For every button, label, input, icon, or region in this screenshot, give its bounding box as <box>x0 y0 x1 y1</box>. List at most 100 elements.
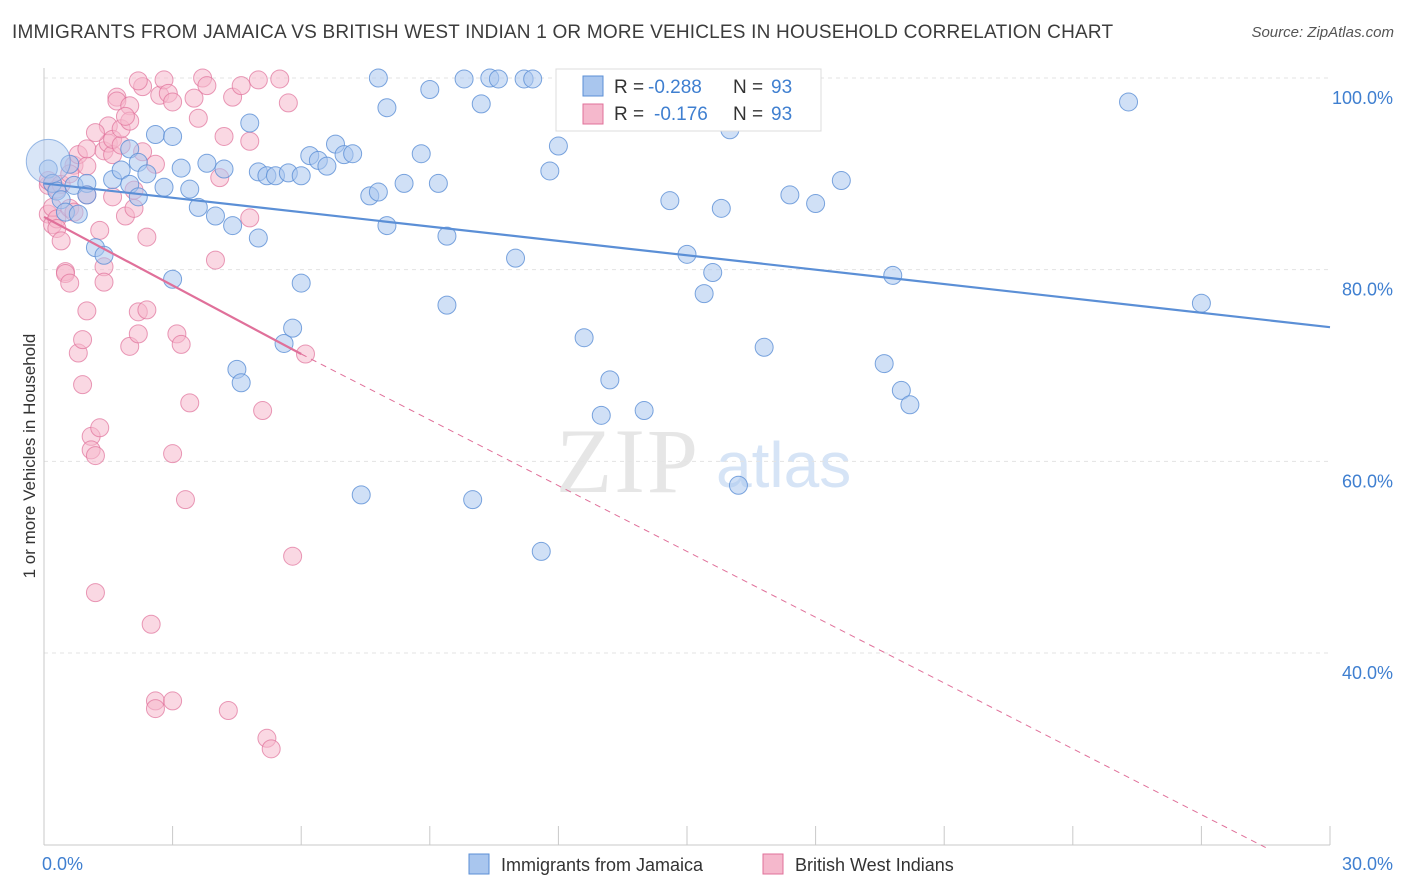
data-point-british-west-indians <box>180 393 200 413</box>
legend-n-value-blue: 93 <box>771 77 792 98</box>
data-point-british-west-indians <box>171 334 191 354</box>
stats-legend: R = -0.288 N = 93 R = -0.176 N = 93 <box>555 68 822 132</box>
data-point-british-west-indians <box>85 123 105 143</box>
data-point-immigrants-from-jamaica <box>540 161 560 181</box>
data-point-immigrants-from-jamaica <box>1119 92 1139 112</box>
data-point-immigrants-from-jamaica <box>660 191 680 211</box>
data-point-british-west-indians <box>270 69 290 89</box>
legend-n-value-pink: 93 <box>771 104 792 125</box>
data-point-immigrants-from-jamaica <box>197 153 217 173</box>
data-point-british-west-indians <box>77 301 97 321</box>
data-point-immigrants-from-jamaica <box>420 80 440 99</box>
data-point-immigrants-from-jamaica <box>188 197 208 217</box>
data-point-immigrants-from-jamaica <box>694 284 714 304</box>
data-point-immigrants-from-jamaica <box>240 113 260 133</box>
data-point-immigrants-from-jamaica <box>634 401 654 421</box>
legend-r-label-blue: R = <box>614 77 644 98</box>
data-point-british-west-indians <box>137 227 157 247</box>
data-point-british-west-indians <box>77 139 97 159</box>
data-point-immigrants-from-jamaica <box>488 69 508 89</box>
data-point-british-west-indians <box>128 71 148 91</box>
data-point-british-west-indians <box>240 131 260 151</box>
data-point-british-west-indians <box>90 418 110 438</box>
data-point-british-west-indians <box>141 614 161 634</box>
data-point-immigrants-from-jamaica <box>548 136 568 156</box>
data-point-immigrants-from-jamaica <box>754 337 774 357</box>
data-point-immigrants-from-jamaica <box>531 541 551 561</box>
data-point-immigrants-from-jamaica <box>463 490 483 510</box>
data-point-immigrants-from-jamaica <box>368 68 388 88</box>
x-tick-label-max: 30.0% <box>1342 854 1393 874</box>
data-point-british-west-indians <box>73 375 93 395</box>
legend-r-value-pink: -0.176 <box>654 104 708 125</box>
legend-n-label-pink: N = <box>733 104 763 125</box>
data-point-british-west-indians <box>214 126 234 146</box>
data-point-british-west-indians <box>73 330 93 350</box>
data-point-british-west-indians <box>94 272 114 292</box>
data-point-immigrants-from-jamaica <box>600 370 620 390</box>
data-point-immigrants-from-jamaica <box>180 179 200 199</box>
data-point-british-west-indians <box>90 220 110 240</box>
data-point-immigrants-from-jamaica <box>163 126 183 146</box>
data-point-immigrants-from-jamaica <box>223 216 243 236</box>
data-point-immigrants-from-jamaica <box>120 139 140 159</box>
data-point-immigrants-from-jamaica <box>728 475 748 495</box>
data-point-immigrants-from-jamaica <box>523 69 543 89</box>
data-point-british-west-indians <box>145 699 165 719</box>
data-point-immigrants-from-jamaica <box>780 185 800 205</box>
data-point-british-west-indians <box>205 250 225 270</box>
data-point-immigrants-from-jamaica <box>891 380 911 400</box>
data-point-immigrants-from-jamaica <box>471 94 491 114</box>
data-point-british-west-indians <box>60 273 80 293</box>
data-point-immigrants-from-jamaica <box>806 194 826 214</box>
legend-r-value-blue: -0.288 <box>648 77 702 98</box>
data-point-immigrants-from-jamaica <box>137 164 157 184</box>
data-point-british-west-indians <box>231 76 251 96</box>
data-point-british-west-indians <box>283 546 303 566</box>
data-point-immigrants-from-jamaica <box>900 395 920 415</box>
data-point-british-west-indians <box>175 490 195 510</box>
data-point-immigrants-from-jamaica <box>711 198 731 218</box>
data-point-british-west-indians <box>163 691 183 711</box>
data-point-british-west-indians <box>163 444 183 464</box>
bottom-legend-label-blue: Immigrants from Jamaica <box>501 855 704 875</box>
data-point-immigrants-from-jamaica <box>377 216 397 236</box>
data-point-immigrants-from-jamaica <box>111 160 131 180</box>
trend-lines <box>43 182 1331 848</box>
data-point-british-west-indians <box>278 93 298 113</box>
bottom-legend-swatch-blue <box>468 853 490 875</box>
legend-swatch-blue <box>582 75 604 97</box>
y-tick-label: 100.0% <box>1332 88 1393 108</box>
data-point-british-west-indians <box>85 446 105 466</box>
data-point-immigrants-from-jamaica <box>454 69 474 89</box>
data-point-immigrants-from-jamaica <box>394 173 414 193</box>
data-point-british-west-indians <box>240 208 260 228</box>
data-point-immigrants-from-jamaica <box>171 158 191 178</box>
data-point-british-west-indians <box>137 300 157 320</box>
data-point-immigrants-from-jamaica <box>703 263 723 283</box>
legend-swatch-pink <box>582 103 604 125</box>
data-point-immigrants-from-jamaica <box>591 405 611 425</box>
data-point-immigrants-from-jamaica <box>874 354 894 374</box>
y-tick-label: 40.0% <box>1342 663 1393 683</box>
trend-line-extension-british-west-indians <box>300 353 1266 848</box>
data-point-british-west-indians <box>85 583 105 603</box>
data-point-immigrants-from-jamaica <box>411 144 431 164</box>
data-point-british-west-indians <box>248 70 268 90</box>
legend-r-label-pink: R = <box>614 104 644 125</box>
data-point-immigrants-from-jamaica <box>1191 293 1211 313</box>
data-point-immigrants-from-jamaica <box>205 206 225 226</box>
data-point-british-west-indians <box>115 106 135 126</box>
data-point-immigrants-from-jamaica <box>291 166 311 186</box>
data-point-british-west-indians <box>128 324 148 344</box>
bottom-legend: Immigrants from Jamaica British West Ind… <box>468 853 954 875</box>
data-point-cluster-immigrants-from-jamaica <box>25 138 71 184</box>
data-point-immigrants-from-jamaica <box>231 373 251 393</box>
data-point-british-west-indians <box>184 88 204 108</box>
data-point-immigrants-from-jamaica <box>351 485 371 505</box>
trend-line-british-west-indians <box>43 215 302 355</box>
data-point-british-west-indians <box>295 344 315 364</box>
y-axis-tick-labels: 40.0% 60.0% 80.0% 100.0% <box>1332 88 1393 683</box>
legend-n-label-blue: N = <box>733 77 763 98</box>
data-point-immigrants-from-jamaica <box>428 173 448 193</box>
